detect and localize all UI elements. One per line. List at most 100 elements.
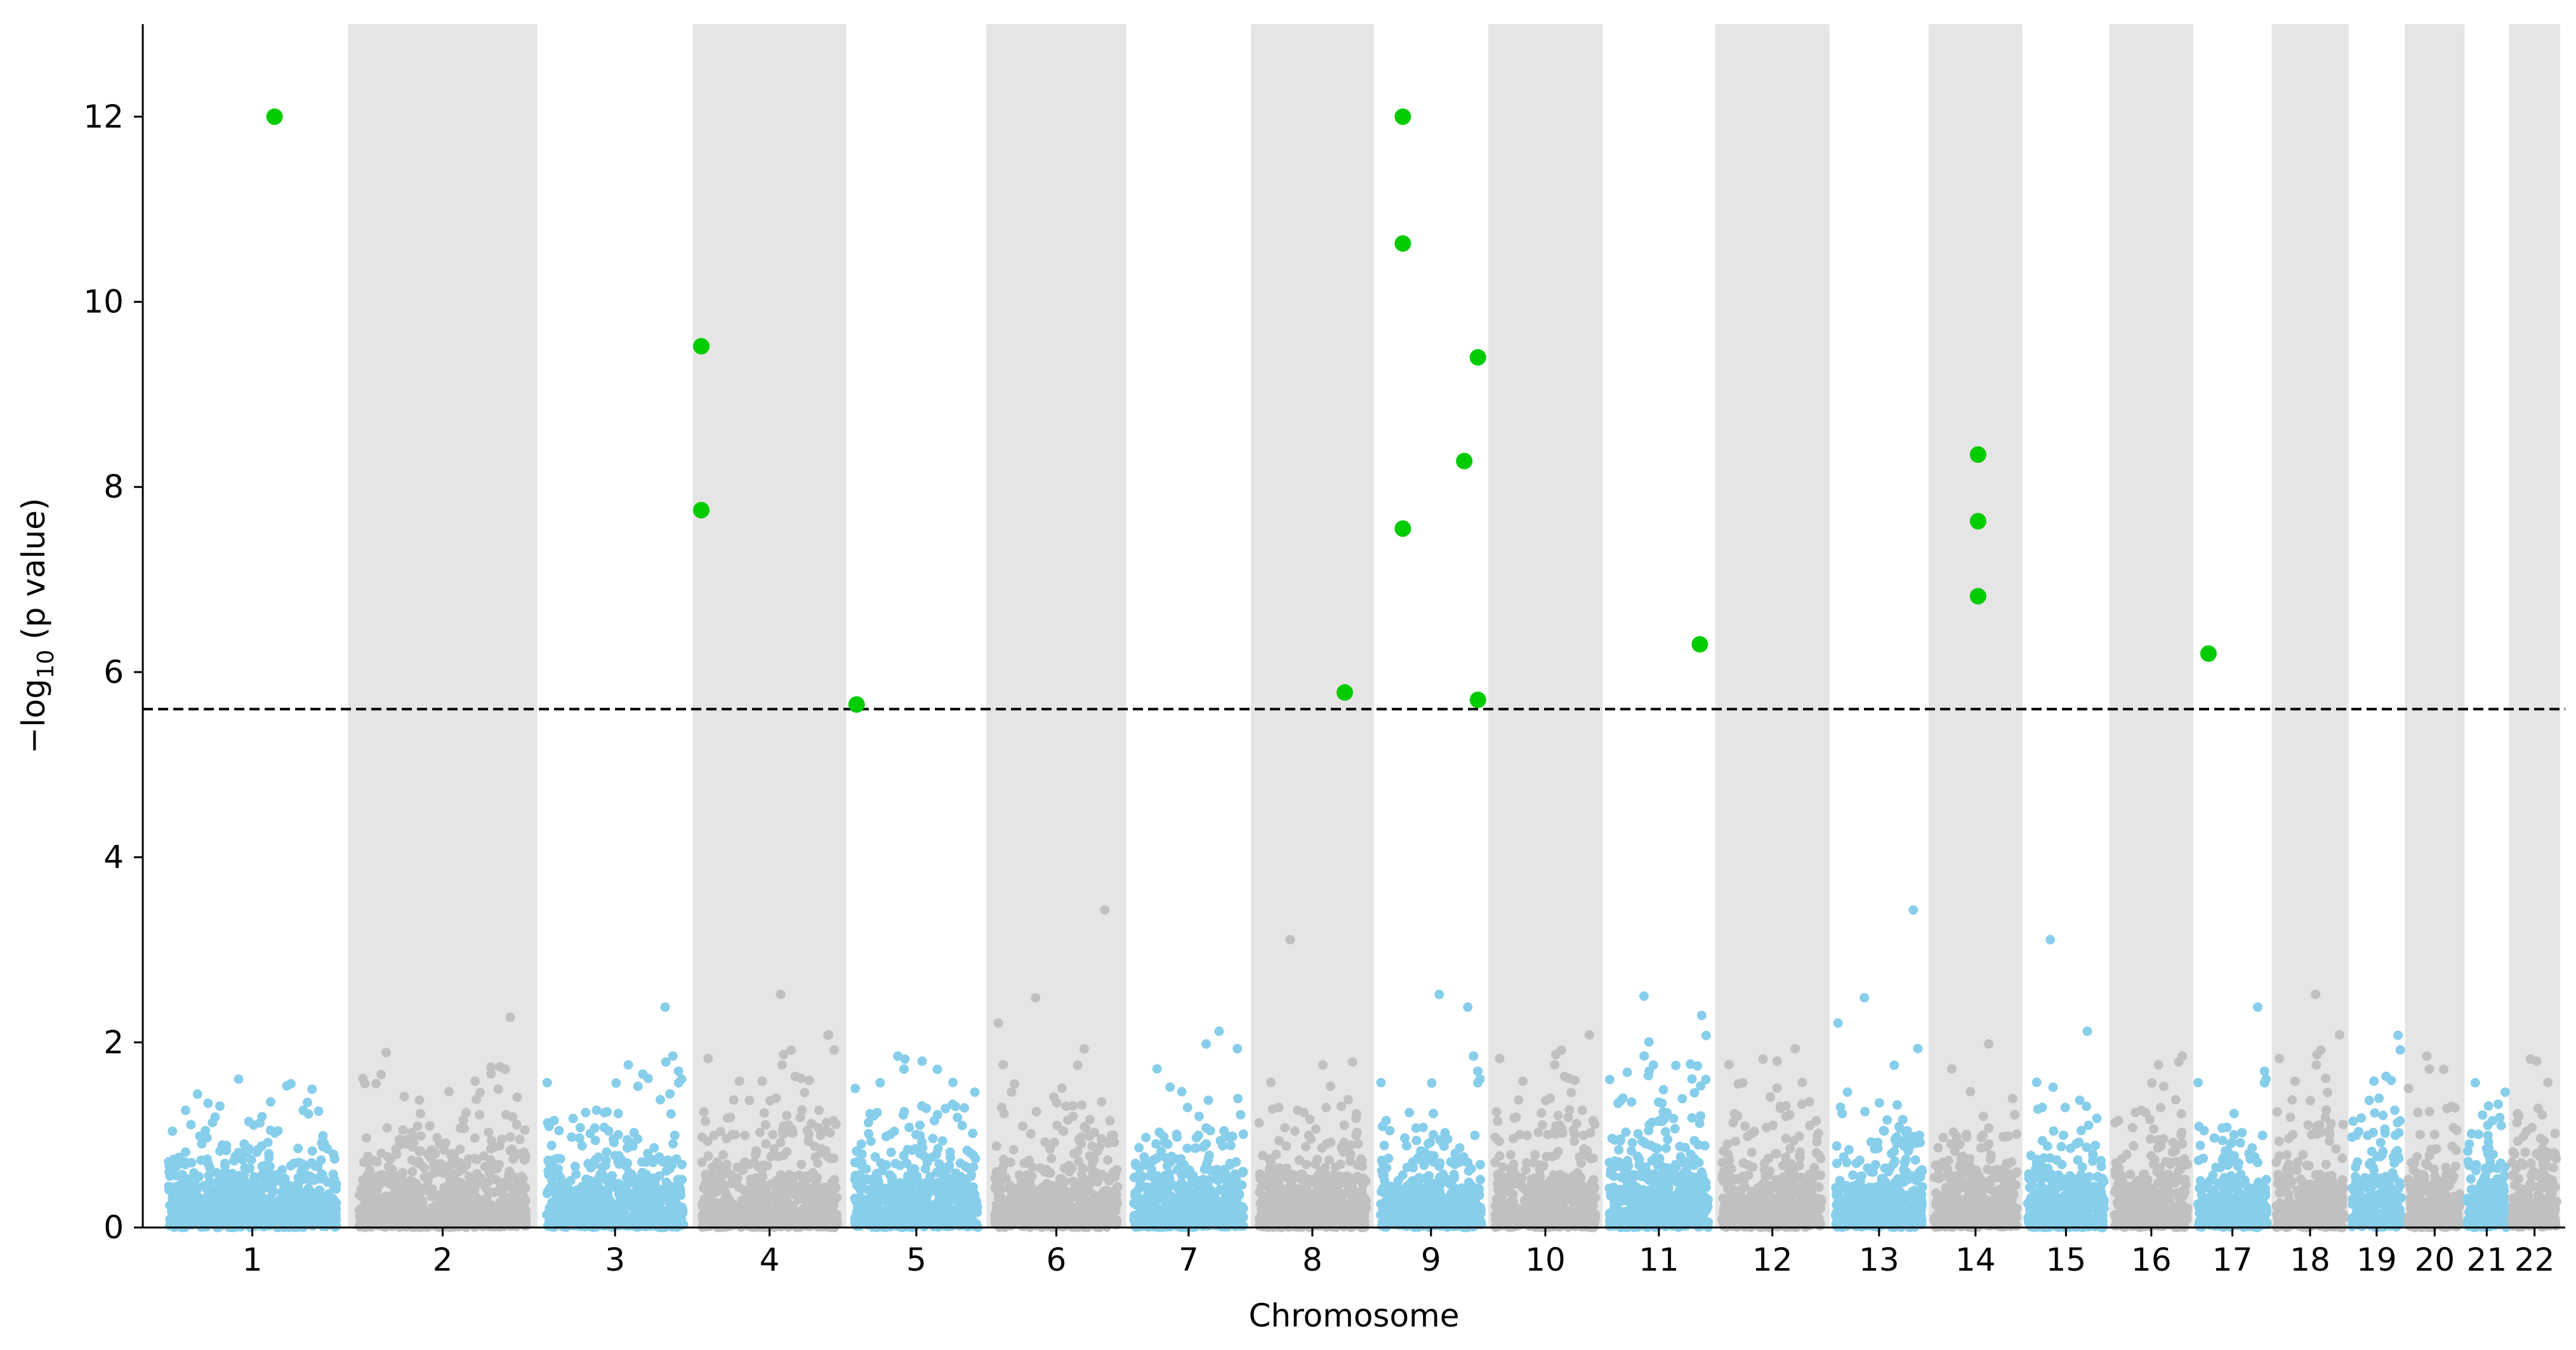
snp-point: [633, 1082, 643, 1091]
snp-point: [1131, 1160, 1140, 1170]
snp-point: [1336, 1101, 1346, 1111]
snp-point: [997, 1166, 1007, 1176]
snp-point: [601, 1155, 611, 1165]
snp-point: [677, 1160, 687, 1170]
snp-point: [729, 1210, 739, 1220]
snp-point: [258, 1172, 268, 1182]
snp-point: [866, 1136, 876, 1146]
snp-point: [512, 1120, 522, 1130]
snp-point: [863, 1206, 873, 1216]
snp-point: [771, 1217, 781, 1228]
snp-point: [1029, 1196, 1039, 1207]
snp-point: [302, 1097, 312, 1108]
snp-point: [814, 1105, 824, 1115]
snp-point: [234, 1074, 244, 1084]
snp-point: [372, 1185, 382, 1195]
snp-point: [543, 1155, 553, 1165]
snp-point: [272, 1175, 282, 1186]
snp-point: [666, 1109, 676, 1119]
snp-point: [465, 1194, 475, 1204]
snp-point: [296, 1189, 306, 1200]
snp-point: [721, 1221, 731, 1231]
snp-point: [1097, 1097, 1107, 1107]
snp-point: [1112, 1165, 1122, 1175]
snp-point: [697, 1132, 707, 1142]
snp-point: [1232, 1043, 1243, 1054]
snp-point: [597, 1217, 607, 1228]
snp-point: [1180, 1168, 1190, 1179]
snp-point: [360, 1078, 370, 1089]
snp-point: [1166, 1191, 1176, 1201]
snp-point: [660, 1158, 670, 1168]
snp-point: [889, 1186, 899, 1196]
snp-point: [215, 1101, 225, 1111]
snp-point: [921, 1103, 932, 1113]
snp-point: [699, 1183, 709, 1193]
snp-point: [1007, 1087, 1017, 1097]
snp-point: [237, 1200, 248, 1210]
snp-point: [1159, 1132, 1169, 1142]
snp-point: [623, 1178, 633, 1188]
snp-cluster-chr-7: [1129, 1026, 1248, 1233]
snp-point: [755, 1127, 765, 1137]
snp-point: [1217, 1202, 1227, 1212]
snp-point: [185, 1192, 195, 1202]
snp-point: [753, 1161, 763, 1172]
snp-point: [371, 1078, 381, 1089]
snp-point: [815, 1210, 825, 1220]
snp-point: [668, 1051, 678, 1061]
snp-point: [621, 1210, 631, 1221]
snp-cluster-chr-3: [542, 1002, 689, 1233]
snp-point: [542, 1078, 552, 1088]
snp-point: [996, 1102, 1007, 1113]
snp-point: [1003, 1203, 1013, 1213]
snp-point: [1199, 1164, 1210, 1174]
snp-point: [782, 1146, 792, 1156]
snp-point: [513, 1198, 523, 1208]
snp-point: [255, 1118, 265, 1128]
snp-point: [267, 1210, 277, 1221]
snp-point: [898, 1221, 908, 1231]
snp-point: [1189, 1176, 1199, 1186]
snp-point: [729, 1095, 739, 1105]
snp-point: [790, 1071, 800, 1082]
snp-point: [1190, 1143, 1200, 1153]
snp-point: [362, 1187, 372, 1197]
snp-point: [565, 1175, 576, 1186]
snp-point: [1024, 1155, 1034, 1165]
snp-point: [732, 1173, 743, 1183]
snp-point: [512, 1092, 522, 1102]
snp-point: [1224, 1211, 1234, 1221]
snp-point: [629, 1128, 639, 1138]
snp-point: [1081, 1195, 1092, 1205]
snp-point: [874, 1184, 883, 1194]
snp-point: [291, 1217, 301, 1228]
snp-point: [609, 1179, 619, 1189]
snp-point: [447, 1159, 458, 1169]
snp-point: [814, 1186, 824, 1196]
snp-point: [373, 1218, 383, 1228]
snp-point: [855, 1170, 865, 1180]
snp-point: [365, 1165, 375, 1175]
snp-point: [449, 1170, 459, 1180]
snp-point: [1062, 1208, 1072, 1218]
snp-point: [361, 1133, 371, 1143]
snp-point: [946, 1194, 956, 1204]
snp-point: [677, 1175, 687, 1184]
snp-point: [1201, 1039, 1211, 1049]
snp-point: [626, 1138, 636, 1148]
chromosome-band-16: [2109, 24, 2193, 1228]
snp-point: [1062, 1193, 1073, 1203]
snp-point: [202, 1207, 213, 1217]
snp-point: [1055, 1174, 1065, 1184]
snp-point: [464, 1154, 473, 1164]
snp-point: [501, 1109, 511, 1120]
snp-point: [1045, 1221, 1055, 1231]
snp-point: [932, 1064, 942, 1075]
snp-point: [394, 1189, 404, 1200]
snp-point: [1026, 1128, 1036, 1139]
snp-point: [205, 1177, 215, 1187]
snp-point: [934, 1194, 944, 1204]
snp-point: [494, 1205, 504, 1215]
snp-point: [458, 1115, 468, 1125]
